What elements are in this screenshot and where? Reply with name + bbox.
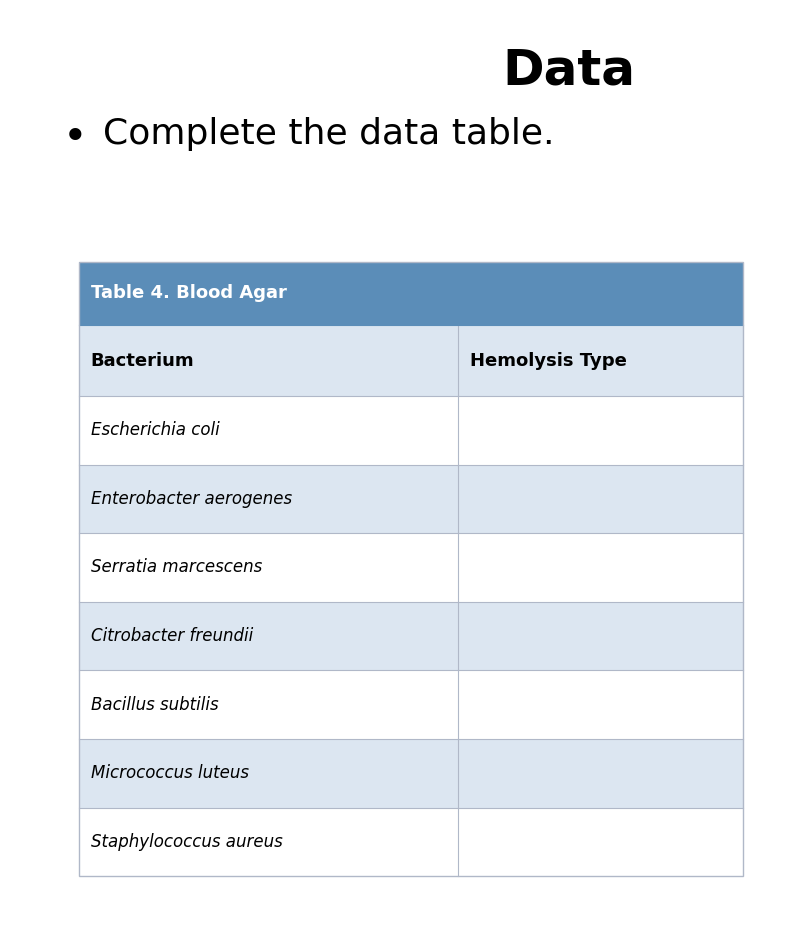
Text: Table 4. Blood Agar: Table 4. Blood Agar [91, 285, 287, 303]
Bar [79, 262, 743, 876]
Bar [79, 739, 743, 808]
Text: Bacillus subtilis: Bacillus subtilis [91, 696, 219, 714]
Text: •: • [63, 117, 88, 159]
Text: Staphylococcus aureus: Staphylococcus aureus [91, 833, 283, 851]
Bar [79, 262, 743, 325]
Text: Serratia marcescens: Serratia marcescens [91, 559, 262, 576]
Bar [79, 533, 743, 601]
Bar [79, 808, 743, 876]
Text: Bacterium: Bacterium [91, 352, 194, 370]
Text: Data: Data [502, 47, 635, 94]
Text: Micrococcus luteus: Micrococcus luteus [91, 764, 249, 783]
Bar [79, 396, 743, 464]
Text: Escherichia coli: Escherichia coli [91, 421, 220, 439]
Bar [79, 325, 743, 396]
Text: Hemolysis Type: Hemolysis Type [470, 352, 627, 370]
Bar [79, 671, 743, 739]
Bar [79, 601, 743, 671]
Bar [79, 464, 743, 533]
Text: Enterobacter aerogenes: Enterobacter aerogenes [91, 490, 292, 508]
Text: Complete the data table.: Complete the data table. [103, 117, 555, 150]
Text: Citrobacter freundii: Citrobacter freundii [91, 627, 253, 645]
